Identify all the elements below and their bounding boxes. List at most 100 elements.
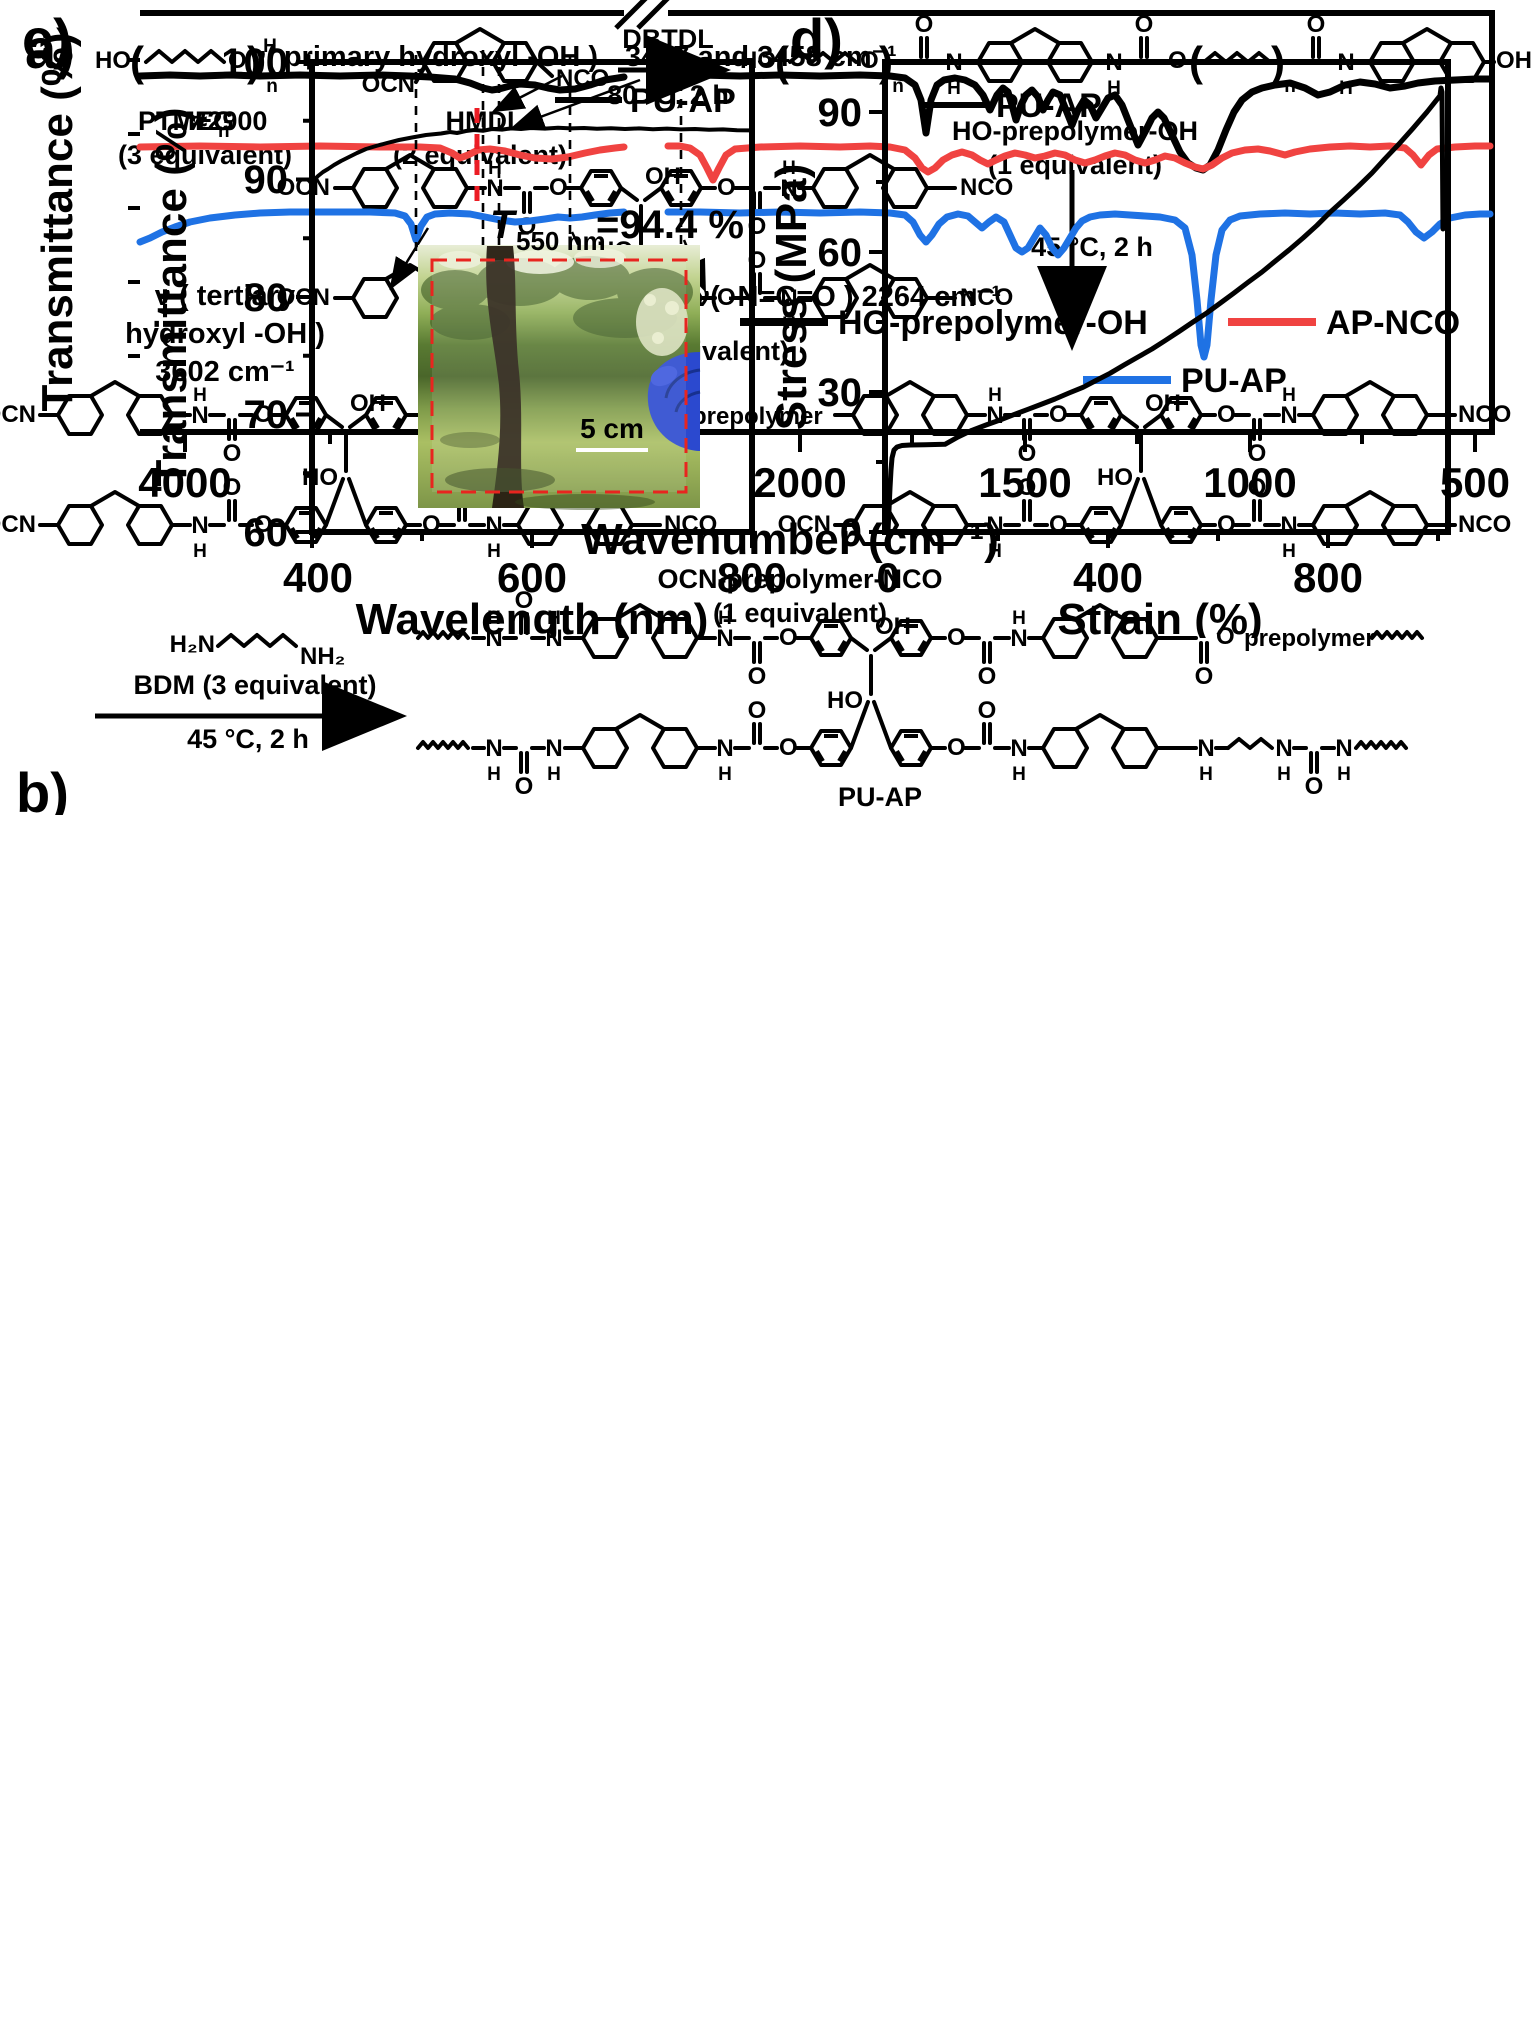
nco-label: NCO bbox=[960, 174, 1013, 201]
ptmeg-chain bbox=[144, 49, 226, 64]
y-tick-90: 90 bbox=[818, 91, 863, 135]
ptmeg-mn: M bbox=[183, 106, 206, 136]
y-tick-60: 60 bbox=[244, 511, 289, 555]
panel-d-label: d) bbox=[790, 7, 843, 70]
prepolymer-link: prepolymer bbox=[1244, 625, 1375, 652]
panel-a-label: a) bbox=[25, 17, 75, 80]
legend-label-ap-nco: AP-NCO bbox=[1326, 304, 1460, 342]
nh2-label: NH₂ bbox=[300, 643, 345, 670]
y-ticks bbox=[128, 58, 140, 358]
scale-bar-label: 5 cm bbox=[580, 413, 644, 444]
step3-conditions: 45 °C, 2 h bbox=[187, 724, 309, 754]
panel-a-scheme: O O N H N H O O O bbox=[0, 9, 1531, 815]
ptmeg-name: PTMEG bbox=[138, 106, 234, 136]
bdm-label: BDM (3 equivalent) bbox=[133, 670, 376, 700]
inset-photo: 5 cm bbox=[418, 245, 701, 510]
ground-shadows bbox=[440, 432, 655, 510]
end-H: H bbox=[263, 36, 277, 57]
x-tick-1000: 1000 bbox=[1203, 459, 1296, 506]
x-tick-500: 500 bbox=[1440, 459, 1510, 506]
y-tick-100: 100 bbox=[221, 41, 288, 85]
x-tick-2000: 2000 bbox=[753, 459, 846, 506]
ocn-label: OCN bbox=[0, 511, 36, 538]
ether-O: O bbox=[860, 47, 879, 74]
x-tick-400: 400 bbox=[1073, 554, 1143, 601]
ann-primary-oh: ν( primary hydroxyl -OH ) bbox=[250, 41, 598, 73]
x-tick-600: 600 bbox=[497, 554, 567, 601]
uvvis-plot: 100 90 80 70 60 400 600 800 Wavelength (… bbox=[147, 41, 787, 638]
t550-value: =94.4 % bbox=[596, 203, 744, 247]
panel-c-label: c) bbox=[22, 7, 72, 70]
y-tick-0: 0 bbox=[840, 511, 862, 555]
panels-c-d: c) d) 100 90 80 70 60 400 600 800 Wavele… bbox=[22, 7, 1451, 638]
ether-O: O bbox=[228, 47, 247, 74]
tensile-ticks bbox=[869, 110, 1440, 548]
x-axis-title-strain: Strain (%) bbox=[1057, 595, 1262, 638]
tensile-frame bbox=[882, 59, 1451, 535]
ptmeg-mw: ≈2900 bbox=[193, 106, 268, 136]
oh-label: OH bbox=[1496, 47, 1531, 74]
y-tick-60: 60 bbox=[818, 231, 863, 275]
x-tick-400: 400 bbox=[283, 554, 353, 601]
x-tick-0: 0 bbox=[876, 554, 899, 601]
repeat-n: n bbox=[266, 76, 278, 97]
nco-label: NCO bbox=[1458, 511, 1511, 538]
tensile-legend: PU-AP bbox=[920, 87, 1102, 125]
ocn-label: OCN bbox=[0, 401, 36, 428]
ocn-prepolymer-name: OCN-prepolymer-NCO bbox=[657, 564, 942, 594]
ptmeg-mn-sub: n bbox=[218, 121, 230, 142]
ann-tertiary-oh-2: hydroxyl -OH ) bbox=[125, 318, 325, 350]
ocn-prepolymer-equiv: (1 equivalent) bbox=[713, 598, 887, 628]
x-axis-title: Wavenumber (cm⁻¹) bbox=[581, 515, 999, 564]
catalyst-dbtdl: DBTDL bbox=[622, 24, 713, 54]
x-tick-800: 800 bbox=[1293, 554, 1363, 601]
ocn-label: OCN bbox=[778, 511, 831, 538]
uvvis-legend: PU-AP bbox=[555, 82, 736, 120]
y-tick-70: 70 bbox=[244, 393, 289, 437]
ann-tertiary-oh-3: 3602 cm⁻¹ bbox=[155, 356, 294, 388]
tree-trunk bbox=[486, 246, 524, 508]
legend-label-ho-prepolymer: HO-prepolymer-OH bbox=[838, 304, 1148, 342]
uvvis-curve-pu-ap bbox=[312, 125, 752, 182]
ann-nco: ν( -N=C=O ) 2264 cm⁻¹ bbox=[694, 281, 1001, 313]
ho-label: HO bbox=[95, 47, 131, 74]
x-tick-800: 800 bbox=[717, 554, 787, 601]
x-axis-title-wavelength: Wavelength (nm) bbox=[356, 595, 709, 638]
nco-label: NCO bbox=[1458, 401, 1511, 428]
y-axis-title-transmittance: Transmittance (%) bbox=[147, 108, 196, 487]
transparent-film bbox=[432, 260, 686, 492]
y-tick-90: 90 bbox=[244, 158, 289, 202]
t550-annotation: T 550 nm =94.4 % bbox=[490, 203, 744, 256]
reaction-arrow-2: 45 °C, 2 h bbox=[1031, 170, 1153, 351]
legend-label-pu-ap-d: PU-AP bbox=[996, 87, 1102, 125]
x-tick-1500: 1500 bbox=[978, 459, 1071, 506]
nco-label: NCO bbox=[960, 284, 1013, 311]
ann-tertiary-oh-1: ν ( tertiary bbox=[155, 280, 295, 312]
ftir-curve-pu-ap bbox=[136, 208, 1494, 361]
reaction-arrow-3: H₂N NH₂ BDM (3 equivalent) 45 °C, 2 h bbox=[95, 631, 407, 754]
sky-patches bbox=[438, 248, 626, 274]
y-axis-title: Transmittance (%) bbox=[33, 33, 82, 412]
tensile-plot: 0 30 60 90 0 400 800 Strain (%) Stress (… bbox=[767, 59, 1451, 638]
tensile-curve-pu-ap bbox=[885, 85, 1446, 534]
x-tick-4000: 4000 bbox=[138, 459, 231, 506]
ester-O: O bbox=[1216, 623, 1235, 650]
pu-ap-name: PU-AP bbox=[838, 782, 922, 812]
structure-pu-ap: O prepolymer PU-AP bbox=[416, 585, 1424, 812]
film-outline-dashed bbox=[430, 258, 688, 494]
repeat-n: n bbox=[892, 76, 904, 97]
y-tick-80: 80 bbox=[244, 276, 289, 320]
h2n-label: H₂N bbox=[170, 631, 215, 658]
legend-label-pu-ap-c: PU-AP bbox=[630, 82, 736, 120]
ftir-curve-ap-nco bbox=[136, 142, 1494, 184]
panel-b-label: b) bbox=[16, 761, 69, 815]
ftir-legend: HO-prepolymer-OH AP-NCO PU-AP bbox=[740, 304, 1460, 400]
structure-ocn-prepolymer-nco: OCN OCN NCO O prepolymer OCN NCO NCO OCN… bbox=[0, 382, 1511, 628]
prepolymer-link: prepolymer bbox=[692, 403, 823, 430]
ann-primary-oh-wavenumbers: 3487 and 3458 cm⁻¹ bbox=[625, 41, 897, 73]
t550-subscript: 550 nm bbox=[516, 226, 606, 256]
legend-label-pu-ap: PU-AP bbox=[1181, 362, 1287, 400]
flower-bush bbox=[636, 288, 688, 356]
y-tick-30: 30 bbox=[818, 371, 863, 415]
